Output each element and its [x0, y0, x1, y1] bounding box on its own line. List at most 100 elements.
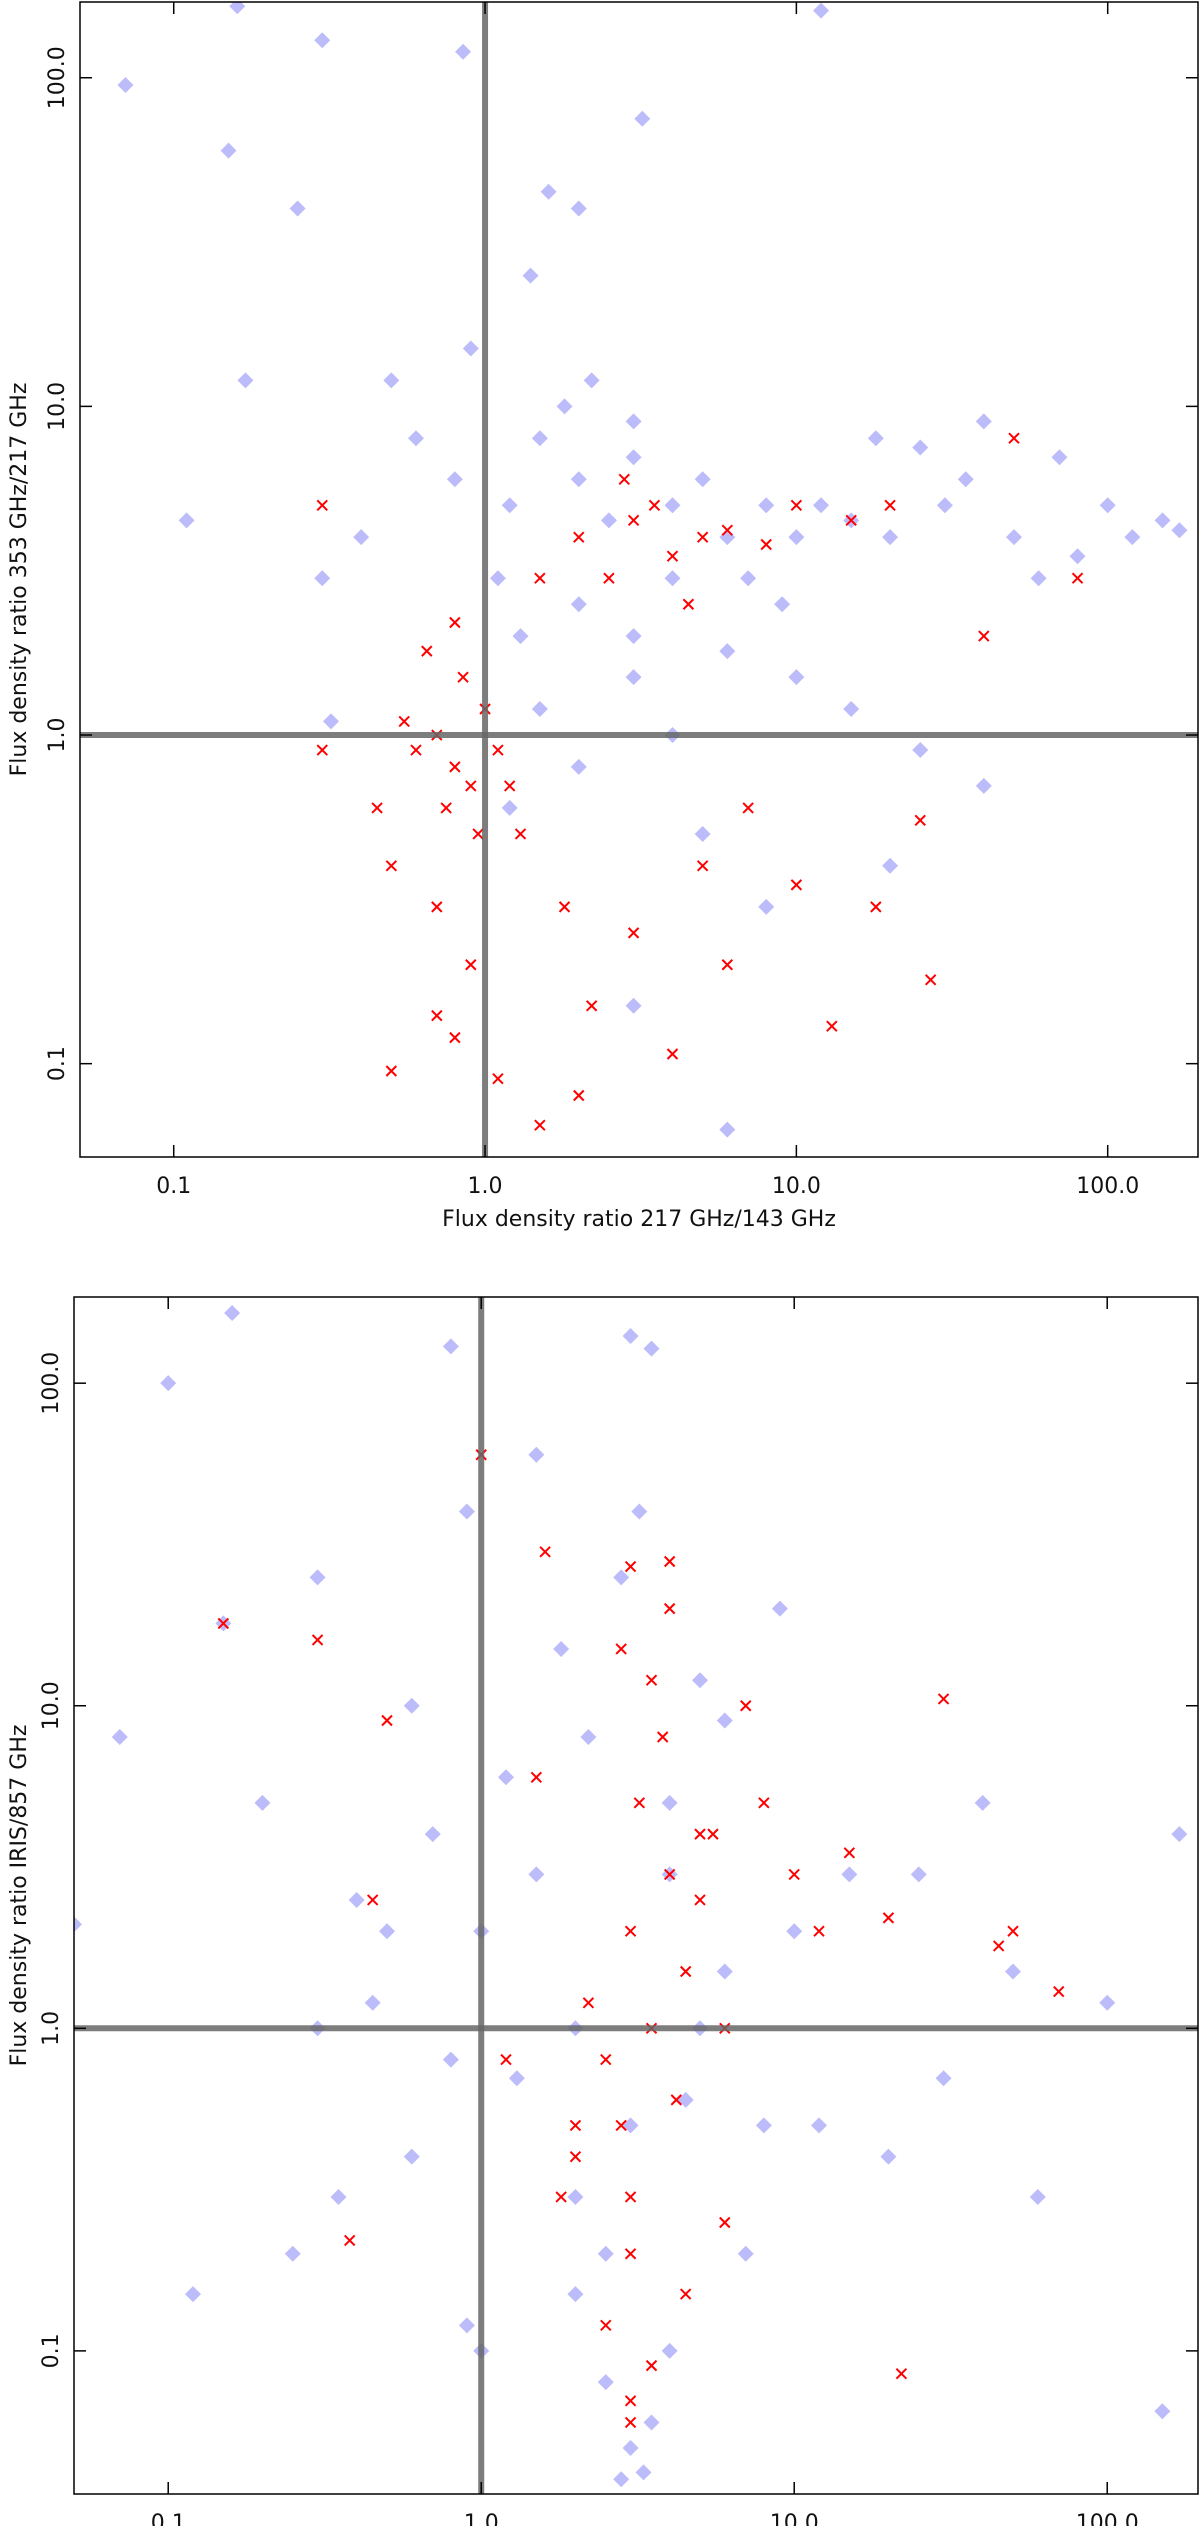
- blue-diamond-point: [882, 529, 899, 546]
- red-cross-point: [845, 514, 857, 527]
- blue-diamond-point: [446, 471, 463, 488]
- blue-diamond-point: [322, 713, 339, 730]
- blue-diamond-point: [786, 1923, 803, 1940]
- blue-diamond-point: [600, 512, 617, 529]
- red-cross-point: [627, 514, 640, 527]
- red-cross-point: [721, 524, 734, 536]
- y-tick-label: 0.1: [45, 1046, 70, 1081]
- red-cross-point: [503, 780, 516, 792]
- blue-diamond-point: [528, 1866, 545, 1883]
- red-cross-point: [534, 572, 546, 584]
- blue-diamond-point: [1069, 548, 1086, 565]
- red-cross-point: [682, 598, 695, 610]
- blue-diamond-point: [813, 497, 830, 514]
- blue-diamond-point: [935, 2070, 952, 2087]
- red-cross-point: [895, 2367, 908, 2380]
- blue-diamond-point: [1171, 1826, 1188, 1843]
- y-tick-label: 100.0: [45, 46, 70, 109]
- blue-diamond-point: [512, 628, 529, 645]
- blue-diamond-point: [403, 1697, 420, 1714]
- blue-diamond-point: [1030, 570, 1047, 587]
- blue-diamond-point: [677, 2091, 694, 2108]
- red-cross-point: [573, 531, 585, 543]
- red-cross-point: [603, 572, 615, 584]
- blue-diamond-point: [224, 1305, 241, 1322]
- blue-diamond-point: [364, 1994, 381, 2011]
- red-cross-point: [465, 959, 477, 971]
- blue-diamond-point: [556, 398, 573, 415]
- red-cross-point: [615, 1643, 627, 1655]
- blue-diamond-point: [185, 2286, 202, 2303]
- blue-diamond-point: [635, 2464, 652, 2481]
- blue-diamond-point: [1154, 512, 1171, 529]
- blue-diamond-point: [643, 1340, 660, 1357]
- plot-area: [117, 2, 1188, 1138]
- red-cross-point: [924, 974, 937, 986]
- red-cross-point: [421, 645, 433, 657]
- blue-diamond-point: [975, 413, 992, 430]
- red-cross-point: [663, 1555, 676, 1568]
- blue-diamond-point: [1099, 497, 1116, 514]
- red-cross-point: [694, 1894, 706, 1906]
- blue-diamond-point: [462, 340, 479, 357]
- blue-diamond-point: [758, 898, 775, 915]
- red-cross-point: [624, 1925, 637, 1937]
- red-cross-point: [449, 1031, 461, 1044]
- red-cross-point: [449, 616, 461, 629]
- red-cross-point: [385, 860, 398, 872]
- x-tick-label: 10.0: [770, 2511, 819, 2526]
- blue-diamond-point: [1004, 1963, 1021, 1980]
- red-cross-point: [624, 2416, 637, 2429]
- blue-diamond-point: [501, 799, 518, 816]
- blue-diamond-point: [353, 529, 370, 546]
- blue-diamond-point: [498, 1769, 515, 1786]
- red-cross-point: [978, 630, 990, 642]
- blue-diamond-point: [117, 77, 134, 94]
- blue-diamond-point: [570, 758, 587, 775]
- red-cross-point: [670, 2094, 683, 2106]
- blue-diamond-point: [458, 2317, 475, 2334]
- red-cross-point: [457, 671, 469, 683]
- blue-diamond-point: [1099, 1994, 1116, 2011]
- y-axis-label: Flux density ratio IRIS/857 GHz: [7, 1725, 32, 2067]
- blue-diamond-point: [622, 2117, 639, 2134]
- blue-diamond-point: [664, 570, 681, 587]
- red-cross-point: [760, 538, 772, 551]
- blue-diamond-point: [867, 430, 884, 447]
- blue-diamond-point: [580, 1729, 597, 1746]
- blue-diamond-point: [289, 200, 306, 217]
- blue-diamond-point: [643, 2414, 660, 2431]
- blue-diamond-point: [254, 1794, 271, 1811]
- red-cross-point: [624, 2191, 637, 2203]
- plot-frame: [73, 1296, 1199, 2495]
- blue-diamond-point: [788, 529, 805, 546]
- red-cross-point: [217, 1617, 230, 1630]
- blue-diamond-point: [220, 142, 237, 159]
- blue-diamond-point: [664, 497, 681, 514]
- blue-diamond-point: [912, 742, 929, 759]
- blue-diamond-point: [570, 596, 587, 613]
- blue-diamond-point: [716, 1712, 733, 1729]
- blue-diamond-point: [625, 628, 642, 645]
- red-cross-point: [813, 1925, 825, 1937]
- red-cross-point: [440, 802, 452, 814]
- red-cross-point: [371, 802, 383, 814]
- red-cross-point: [648, 499, 661, 512]
- blue-diamond-point: [570, 471, 587, 488]
- red-cross-point: [385, 1065, 398, 1077]
- blue-diamond-point: [309, 1569, 326, 1586]
- red-cross-point: [882, 1912, 895, 1924]
- scatter-panel: 0.1 1.0 10.0 100.0 0.1 1.0 10.0 100.0 Flux densi…: [7, 1, 1199, 1232]
- blue-diamond-point: [455, 43, 472, 60]
- red-cross-point: [721, 959, 734, 971]
- blue-diamond-point: [882, 857, 899, 874]
- blue-diamond-point: [622, 1328, 639, 1345]
- red-cross-point: [627, 927, 640, 939]
- red-cross-point: [465, 780, 477, 792]
- red-cross-point: [569, 2119, 582, 2132]
- red-cross-point: [645, 2359, 658, 2372]
- blue-diamond-point: [613, 1569, 630, 1586]
- red-cross-point: [696, 860, 709, 872]
- x-tick-label: 1.0: [464, 2511, 499, 2526]
- red-cross-point: [600, 2319, 612, 2332]
